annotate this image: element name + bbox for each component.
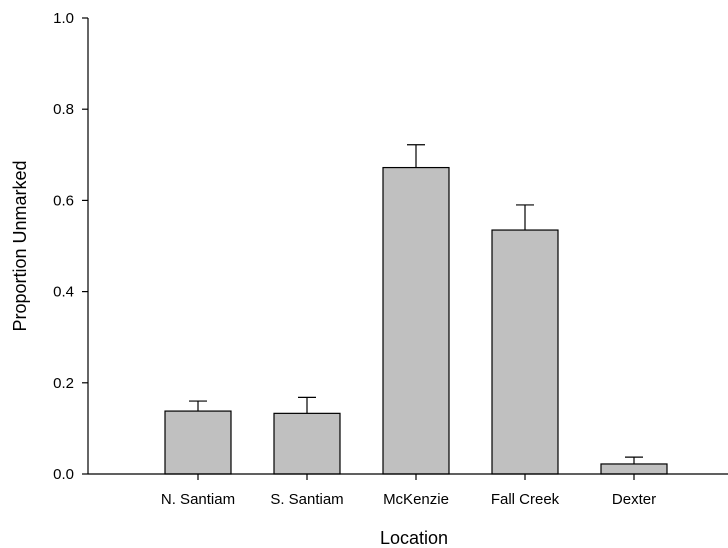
y-ticks-layer: 0.0 0.2 0.4 0.6 0.8 1.0 [53, 10, 88, 483]
axes-layer [87, 18, 728, 475]
bars-layer [164, 166, 668, 475]
x-tick-label: N. Santiam [161, 491, 235, 508]
bar-fall-creek [491, 229, 559, 475]
y-tick-label: 0.2 [53, 375, 74, 392]
bar-mckenzie [382, 166, 450, 475]
x-tick-label: McKenzie [383, 491, 449, 508]
bar-dexter [600, 463, 668, 475]
bar-s-santiam [273, 412, 341, 475]
y-axis-title: Proportion Unmarked [10, 160, 30, 331]
x-tick-label: Fall Creek [491, 491, 560, 508]
x-axis-title: Location [380, 528, 448, 548]
error-bars-layer [189, 144, 643, 464]
x-tick-label: S. Santiam [270, 491, 343, 508]
y-tick-label: 0.8 [53, 101, 74, 118]
y-tick-label: 1.0 [53, 10, 74, 27]
x-ticks-layer: N. Santiam S. Santiam McKenzie Fall Creek De… [161, 474, 656, 508]
x-tick-label: Dexter [612, 491, 656, 508]
y-tick-label: 0.0 [53, 466, 74, 483]
bar-n-santiam [164, 410, 232, 475]
y-tick-label: 0.6 [53, 192, 74, 209]
y-tick-label: 0.4 [53, 284, 74, 301]
